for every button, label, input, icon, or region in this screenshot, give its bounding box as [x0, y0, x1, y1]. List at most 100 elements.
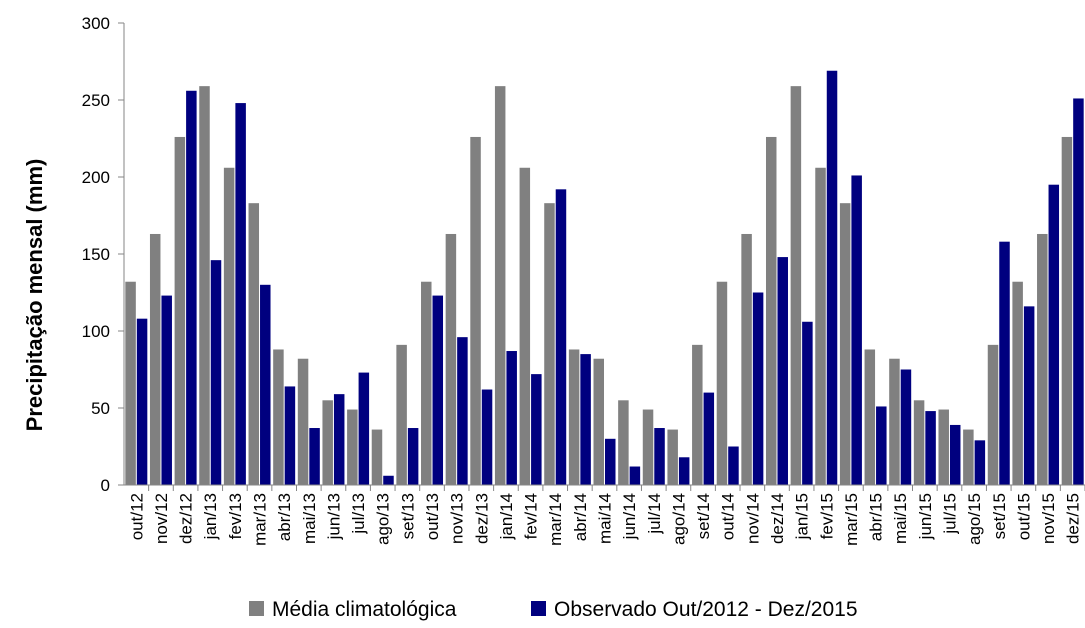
- bar-media-climatologica: [322, 400, 333, 485]
- bar-observado: [629, 466, 641, 485]
- x-tick-label: jan/14: [497, 493, 516, 540]
- bar-observado: [210, 260, 222, 485]
- bar-observado: [432, 295, 444, 485]
- bar-media-climatologica: [396, 344, 407, 485]
- bars-group: [125, 70, 1084, 486]
- x-tick-label: ago/15: [965, 493, 984, 545]
- x-tick-label: jul/13: [349, 493, 368, 535]
- bar-media-climatologica: [470, 136, 481, 485]
- bar-media-climatologica: [519, 167, 531, 485]
- x-tick-label: jul/15: [940, 493, 959, 535]
- bar-observado: [457, 337, 468, 485]
- legend: Média climatológica Observado Out/2012 -…: [249, 598, 858, 621]
- bar-media-climatologica: [864, 349, 876, 485]
- bar-media-climatologica: [765, 136, 777, 485]
- bar-observado: [580, 354, 591, 485]
- bar-observado: [728, 446, 739, 485]
- x-tick-label: mai/13: [300, 493, 319, 544]
- legend-label-media: Média climatológica: [272, 598, 457, 621]
- bar-media-climatologica: [174, 136, 186, 485]
- bar-media-climatologica: [421, 281, 432, 485]
- y-tick-label: 200: [82, 168, 110, 187]
- bar-observado: [136, 318, 148, 485]
- bar-observado: [777, 257, 788, 485]
- bar-media-climatologica: [889, 358, 900, 485]
- bar-media-climatologica: [223, 167, 235, 485]
- y-tick-label: 150: [82, 245, 110, 264]
- bar-media-climatologica: [347, 409, 358, 485]
- bar-observado: [1048, 184, 1060, 485]
- x-tick-label: dez/14: [768, 493, 787, 544]
- x-tick-label: jun/13: [324, 493, 343, 540]
- bar-observado: [974, 440, 986, 485]
- bar-media-climatologica: [297, 358, 309, 485]
- bar-media-climatologica: [544, 203, 555, 485]
- bar-observado: [333, 394, 345, 485]
- x-tick-label: abr/13: [275, 493, 294, 541]
- x-tick-label: jun/15: [916, 493, 935, 540]
- bar-observado: [186, 90, 197, 485]
- bar-observado: [925, 411, 936, 485]
- bar-observado: [876, 406, 887, 485]
- x-tick-label: jun/14: [620, 493, 639, 540]
- bar-observado: [1073, 98, 1084, 486]
- bar-observado: [703, 392, 715, 485]
- y-tick-label: 0: [101, 476, 110, 495]
- bar-media-climatologica: [692, 344, 703, 485]
- bar-observado: [752, 292, 764, 485]
- legend-swatch-observado: [531, 601, 546, 616]
- legend-swatch-media: [249, 601, 264, 616]
- x-tick-label: fev/13: [226, 493, 245, 539]
- x-tick-label: abr/14: [571, 493, 590, 541]
- x-tick-label: set/15: [990, 493, 1009, 539]
- bar-observado: [678, 457, 690, 485]
- bar-observado: [802, 321, 813, 485]
- y-axis-label: Precipitação mensal (mm): [22, 159, 47, 432]
- bar-media-climatologica: [913, 400, 925, 485]
- y-axis: 0 50 100 150 200 250 300: [82, 14, 125, 495]
- bar-media-climatologica: [987, 344, 999, 485]
- x-tick-label: nov/14: [743, 493, 762, 544]
- bar-observado: [999, 241, 1010, 485]
- x-tick-label: mar/13: [251, 493, 270, 546]
- bar-observado: [900, 369, 912, 485]
- x-tick-label: out/13: [423, 493, 442, 540]
- x-tick-label: set/13: [398, 493, 417, 539]
- bar-observado: [1023, 306, 1035, 485]
- x-tick-label: jan/15: [793, 493, 812, 540]
- bar-media-climatologica: [790, 86, 802, 485]
- bar-observado: [161, 295, 172, 485]
- y-tick-label: 300: [82, 14, 110, 33]
- bar-observado: [284, 386, 296, 485]
- x-tick-label: out/12: [127, 493, 146, 540]
- bar-media-climatologica: [667, 429, 678, 485]
- bar-media-climatologica: [125, 281, 136, 485]
- bar-media-climatologica: [1012, 281, 1023, 485]
- x-axis: out/12 nov/12 dez/12 jan/13 fev/13 mar/13 abr/…: [124, 484, 1085, 546]
- x-tick-label: nov/13: [448, 493, 467, 544]
- x-tick-label: dez/15: [1064, 493, 1083, 544]
- bar-media-climatologica: [149, 233, 161, 485]
- bar-media-climatologica: [839, 203, 851, 485]
- bar-observado: [555, 189, 567, 485]
- x-tick-label: mai/14: [596, 493, 615, 544]
- bar-media-climatologica: [445, 233, 457, 485]
- bar-observado: [826, 70, 838, 486]
- x-tick-label: set/14: [694, 493, 713, 539]
- bar-media-climatologica: [248, 203, 260, 485]
- y-tick-label: 100: [82, 322, 110, 341]
- x-tick-label: mar/14: [546, 493, 565, 546]
- bar-media-climatologica: [494, 86, 506, 485]
- x-tick-label: mar/15: [842, 493, 861, 546]
- x-tick-label: fev/15: [817, 493, 836, 539]
- bar-observado: [605, 438, 616, 485]
- bar-media-climatologica: [618, 400, 629, 485]
- x-tick-label: fev/14: [522, 493, 541, 539]
- bar-observado: [506, 351, 517, 485]
- y-tick-label: 50: [91, 399, 110, 418]
- bar-observado: [851, 175, 862, 485]
- x-tick-label: dez/12: [177, 493, 196, 544]
- bar-media-climatologica: [199, 86, 210, 485]
- x-tick-label: out/15: [1014, 493, 1033, 540]
